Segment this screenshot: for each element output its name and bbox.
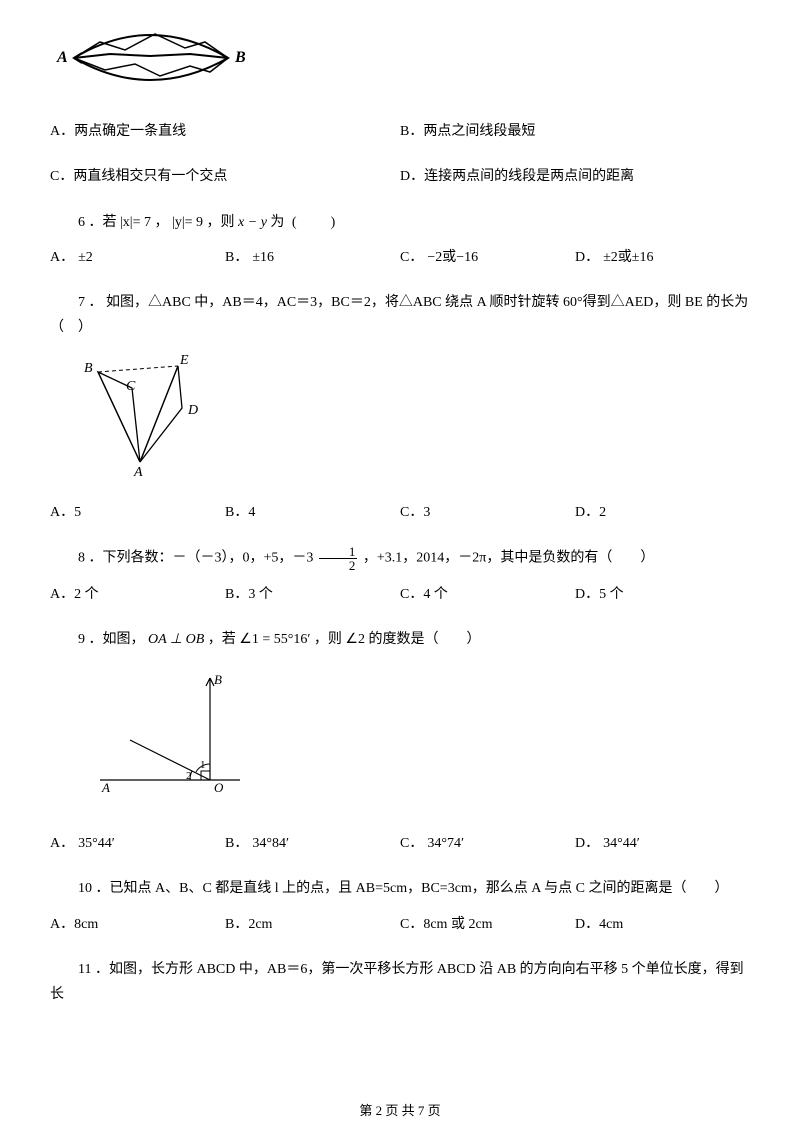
q6-cond1-rhs: = 7 (133, 215, 151, 230)
q10-option-d: D．4cm (575, 912, 750, 937)
q9-angle2: ∠2 (345, 632, 365, 647)
q8-frac-num: 1 (319, 545, 358, 559)
q9-fig-A: A (101, 780, 110, 795)
q9-post: 的度数是（ ） (368, 632, 480, 647)
q11-text: 11 ．如图，长方形 ABCD 中，AB＝6，第一次平移长方形 ABCD 沿 A… (50, 957, 750, 1007)
q6-tail-pre: ，则 (207, 215, 235, 230)
q8-option-d: D．5 个 (575, 582, 750, 607)
q6-cond1-lhs: |x| (120, 215, 133, 230)
q9-option-d: D．34°44′ (575, 831, 750, 856)
q8-frac-den: 2 (319, 559, 358, 572)
q7-fig-B: B (84, 361, 93, 376)
q6-cond2-rhs: = 9 (185, 215, 203, 230)
q7-fig-A: A (133, 465, 143, 480)
q10-option-b: B．2cm (225, 912, 400, 937)
q6-optB-val: ±16 (252, 245, 274, 270)
q7-figure: B C E D A (80, 350, 750, 489)
q6-optA-val: ±2 (78, 245, 93, 270)
q8-option-c: C．4 个 (400, 582, 575, 607)
q9-figure: 1 2 A B O (100, 672, 750, 811)
q5-fig-label-a: A (56, 49, 68, 66)
q5-figure: A B (50, 20, 750, 104)
q9-mid: ，若 (208, 632, 236, 647)
q5-option-b: B．两点之间线段最短 (400, 119, 750, 144)
q6-cond2-lhs: |y| (172, 215, 185, 230)
q9-angle1: ∠1 = 55°16′ (239, 632, 310, 647)
q6-optD-val: ±2或±16 (603, 245, 653, 270)
q6-optA-label: A． (50, 245, 74, 270)
q9-perp: OA ⊥ OB (148, 632, 204, 647)
q9-optB-label: B． (225, 831, 248, 856)
q7-option-c: C．3 (400, 500, 575, 525)
q9-optC-label: C． (400, 831, 423, 856)
q7-fig-D: D (187, 403, 198, 418)
q9-optB-val: 34°84′ (252, 831, 289, 856)
q5-options-row1: A．两点确定一条直线 B．两点之间线段最短 (50, 119, 750, 144)
q5-option-a: A．两点确定一条直线 (50, 119, 400, 144)
q9-fig-l1: 1 (200, 759, 206, 771)
q9-optD-label: D． (575, 831, 599, 856)
q7-option-b: B．4 (225, 500, 400, 525)
q9-optA-label: A． (50, 831, 74, 856)
q6-text: 6 ．若 |x|= 7 ， |y|= 9 ，则 x − y 为 ( ) (50, 210, 750, 235)
q5-option-c: C．两直线相交只有一个交点 (50, 164, 400, 189)
q9-post-pre: ，则 (314, 632, 342, 647)
q5-options-row2: C．两直线相交只有一个交点 D．连接两点间的线段是两点间的距离 (50, 164, 750, 189)
q9-pre: 9 ．如图， (78, 632, 145, 647)
q8-text: 8 ．下列各数：－（－3），0，+5，－3 1 2 ，+3.1，2014，－2π… (50, 545, 750, 572)
q6-option-d: D．±2或±16 (575, 245, 750, 270)
q8-option-a: A．2 个 (50, 582, 225, 607)
q6-expr: x − y (238, 215, 267, 230)
q6-option-a: A．±2 (50, 245, 225, 270)
q9-text: 9 ．如图， OA ⊥ OB ，若 ∠1 = 55°16′ ，则 ∠2 的度数是… (50, 627, 750, 652)
q6-optC-label: C． (400, 245, 423, 270)
q7-option-a: A．5 (50, 500, 225, 525)
q9-optA-val: 35°44′ (78, 831, 115, 856)
q8-option-b: B．3 个 (225, 582, 400, 607)
q8-post: ，+3.1，2014，－2π，其中是负数的有（ ） (363, 550, 654, 565)
page-footer: 第 2 页 共 7 页 (0, 1099, 800, 1122)
q9-fig-B: B (214, 672, 222, 687)
q6-option-b: B．±16 (225, 245, 400, 270)
q10-option-a: A．8cm (50, 912, 225, 937)
q6-optD-label: D． (575, 245, 599, 270)
q9-option-a: A．35°44′ (50, 831, 225, 856)
q7-fig-E: E (179, 353, 189, 368)
q6-option-c: C．−2或−16 (400, 245, 575, 270)
q7-options: A．5 B．4 C．3 D．2 (50, 500, 750, 525)
q8-pre: 8 ．下列各数：－（－3），0，+5，－3 (78, 550, 313, 565)
q6-optB-label: B． (225, 245, 248, 270)
q6-optC-val: −2或−16 (427, 245, 478, 270)
q9-option-b: B．34°84′ (225, 831, 400, 856)
q6-tail-post: 为 ( ) (270, 215, 337, 230)
q5-fig-label-b: B (234, 49, 246, 66)
q9-fig-O: O (214, 780, 224, 795)
q8-options: A．2 个 B．3 个 C．4 个 D．5 个 (50, 582, 750, 607)
q9-optC-val: 34°74′ (427, 831, 464, 856)
q9-option-c: C．34°74′ (400, 831, 575, 856)
q9-optD-val: 34°44′ (603, 831, 640, 856)
q6-num: 6 ．若 (78, 215, 117, 230)
q6-sep1: ， (155, 215, 169, 230)
q8-fraction: 1 2 (319, 545, 358, 572)
q10-options: A．8cm B．2cm C．8cm 或 2cm D．4cm (50, 912, 750, 937)
q9-fig-l2: 2 (186, 770, 192, 782)
q7-text: 7 ． 如图，△ABC 中，AB＝4，AC＝3，BC＝2，将△ABC 绕点 A … (50, 290, 750, 340)
q5-option-d: D．连接两点间的线段是两点间的距离 (400, 164, 750, 189)
q6-options: A．±2 B．±16 C．−2或−16 D．±2或±16 (50, 245, 750, 270)
q10-text: 10 ．已知点 A、B、C 都是直线 l 上的点，且 AB=5cm，BC=3cm… (50, 876, 750, 901)
q9-options: A．35°44′ B．34°84′ C．34°74′ D．34°44′ (50, 831, 750, 856)
q7-option-d: D．2 (575, 500, 750, 525)
q10-option-c: C．8cm 或 2cm (400, 912, 575, 937)
